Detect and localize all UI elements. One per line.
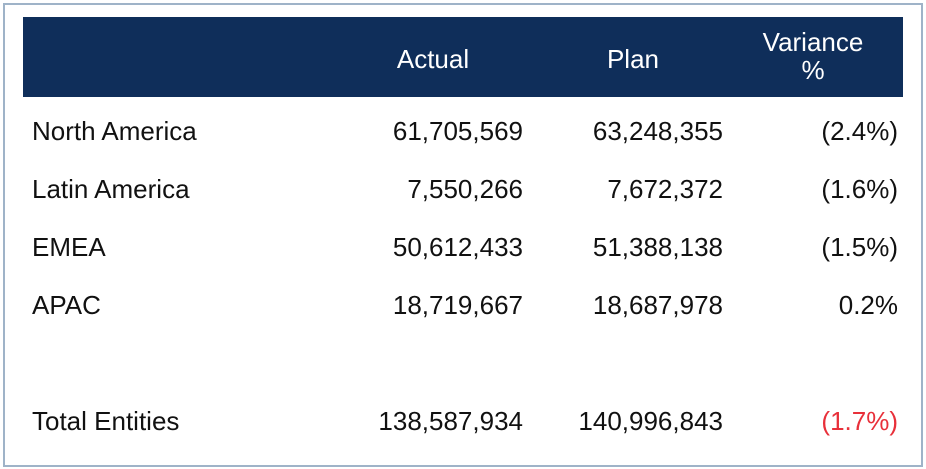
total-plan: 140,996,843 bbox=[578, 406, 723, 436]
row-actual: 50,612,433 bbox=[392, 232, 523, 262]
row-plan: 51,388,138 bbox=[592, 232, 723, 262]
row-actual: 7,550,266 bbox=[407, 174, 523, 204]
column-header-variance-line2: % bbox=[801, 55, 825, 85]
total-actual: 138,587,934 bbox=[378, 406, 523, 436]
column-header-actual: Actual bbox=[396, 44, 470, 74]
table-row: Latin America 7,550,266 7,672,372 (1.6%) bbox=[23, 169, 903, 209]
row-plan: 7,672,372 bbox=[607, 174, 723, 204]
column-header-plan: Plan bbox=[606, 44, 660, 74]
row-actual: 61,705,569 bbox=[392, 116, 523, 146]
row-variance: (1.6%) bbox=[821, 174, 898, 204]
table-row: APAC 18,719,667 18,687,978 0.2% bbox=[23, 285, 903, 325]
row-region: Latin America bbox=[32, 174, 190, 204]
total-row: Total Entities 138,587,934 140,996,843 (… bbox=[23, 401, 903, 441]
row-region: APAC bbox=[32, 290, 101, 320]
row-variance: 0.2% bbox=[838, 290, 898, 320]
column-header-variance: Variance % bbox=[748, 28, 878, 84]
column-header-variance-line1: Variance bbox=[762, 27, 864, 57]
total-variance: (1.7%) bbox=[821, 406, 898, 436]
table-row: North America 61,705,569 63,248,355 (2.4… bbox=[23, 111, 903, 151]
row-variance: (2.4%) bbox=[821, 116, 898, 146]
table-row: EMEA 50,612,433 51,388,138 (1.5%) bbox=[23, 227, 903, 267]
row-region: North America bbox=[32, 116, 197, 146]
row-plan: 18,687,978 bbox=[592, 290, 723, 320]
table-header: Actual Plan Variance % bbox=[23, 17, 903, 97]
row-plan: 63,248,355 bbox=[592, 116, 723, 146]
total-label: Total Entities bbox=[32, 406, 180, 436]
row-region: EMEA bbox=[32, 232, 106, 262]
row-actual: 18,719,667 bbox=[392, 290, 523, 320]
row-variance: (1.5%) bbox=[821, 232, 898, 262]
